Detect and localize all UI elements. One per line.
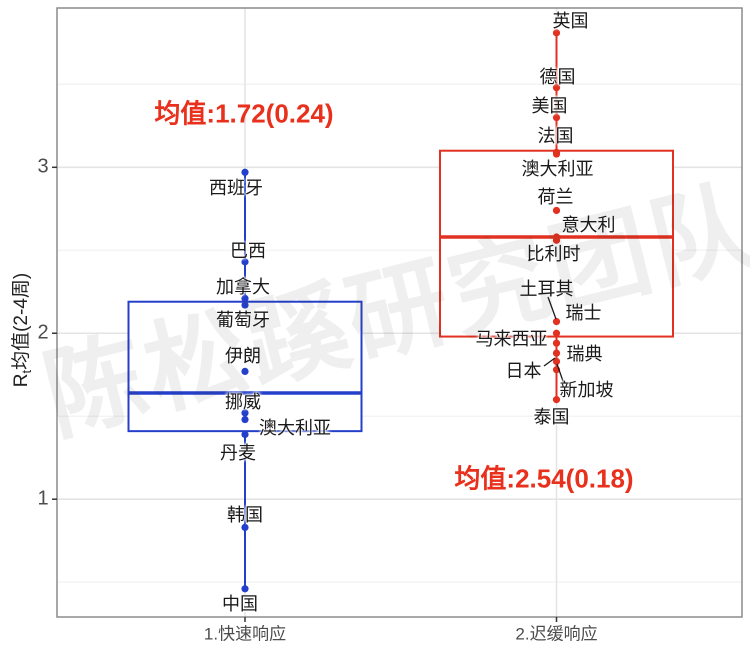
data-point — [552, 84, 561, 92]
data-point — [552, 150, 561, 158]
data-point — [552, 349, 561, 357]
data-point — [552, 396, 561, 404]
y-axis-title-subscript: t — [18, 369, 34, 374]
y-axis-title-prefix: R — [11, 373, 33, 388]
mean-annotation-slow-group: 均值:2.54(0.18) — [454, 463, 634, 494]
data-point — [241, 430, 249, 439]
data-point — [241, 415, 249, 424]
mean-annotation-fast-group: 均值:1.72(0.24) — [154, 98, 334, 129]
data-point — [241, 409, 249, 417]
y-axis-title: Rt均值(2-4周) — [6, 273, 34, 387]
data-point — [552, 206, 561, 215]
panel-border — [56, 7, 743, 618]
label-leader-line — [547, 296, 557, 320]
data-point — [552, 339, 561, 347]
data-point — [241, 523, 249, 531]
data-point — [552, 318, 561, 326]
data-point — [552, 29, 561, 37]
data-point — [552, 113, 561, 122]
data-point — [241, 168, 249, 176]
data-point — [552, 357, 561, 366]
label-leader-line — [543, 357, 556, 367]
data-point — [241, 367, 249, 376]
data-point — [241, 585, 249, 593]
data-point — [241, 258, 249, 266]
label-leader-line — [556, 363, 565, 385]
data-point — [241, 294, 249, 302]
data-point — [552, 329, 561, 337]
data-point — [241, 301, 249, 309]
y-axis-title-suffix: 均值(2-4周) — [11, 272, 33, 370]
